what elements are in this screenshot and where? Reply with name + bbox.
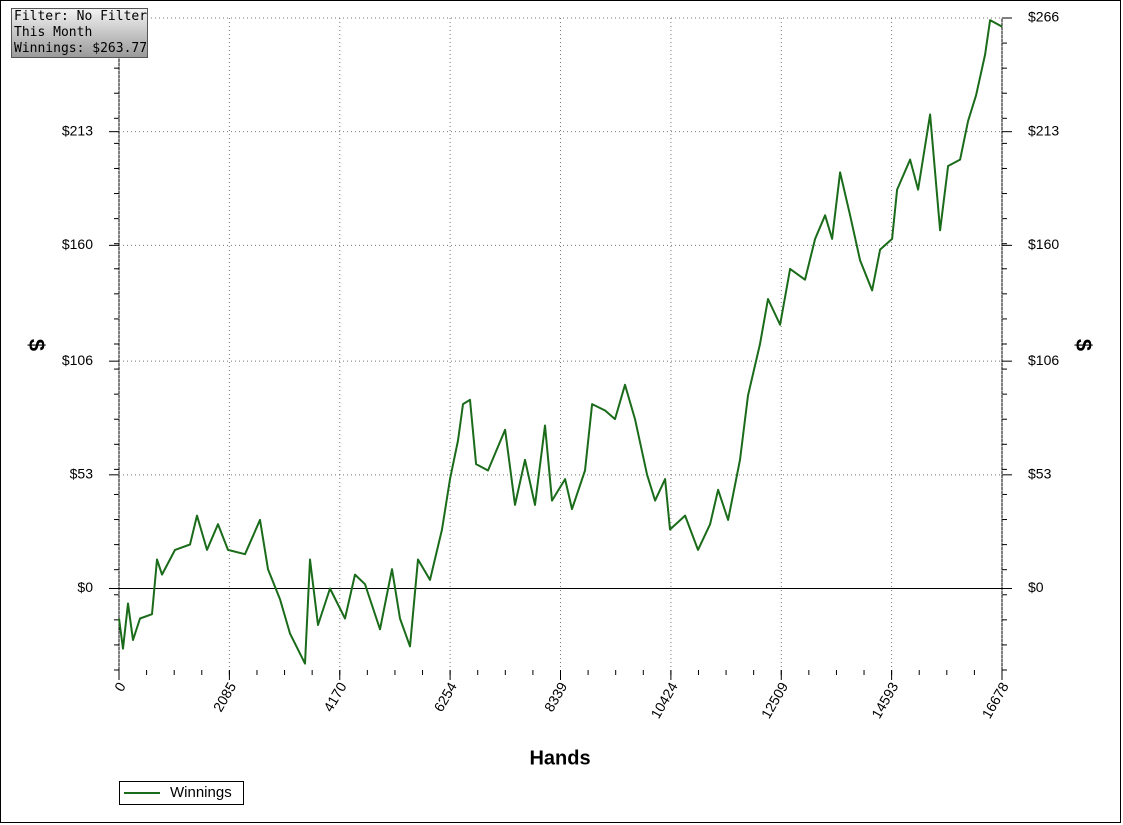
legend bbox=[119, 781, 244, 805]
info-line: This Month bbox=[14, 25, 93, 40]
legend-label: Winnings bbox=[170, 784, 232, 801]
y-tick-label: $213 bbox=[62, 122, 93, 138]
line-series bbox=[118, 19, 1003, 665]
x-axis-title: Hands bbox=[529, 747, 590, 769]
y-tick-label: $53 bbox=[70, 466, 94, 482]
info-line: Filter: No Filter bbox=[14, 9, 148, 24]
y-axis-title: $ bbox=[24, 339, 49, 351]
y2-tick-label: $213 bbox=[1028, 122, 1059, 138]
info-box: Filter: No Filter This Month Winnings: $… bbox=[11, 8, 148, 58]
info-line: Winnings: $263.77 bbox=[14, 41, 148, 56]
y2-tick-label: $266 bbox=[1028, 9, 1059, 25]
y2-tick-label: $106 bbox=[1028, 352, 1059, 368]
y2-axis-title: $ bbox=[1071, 339, 1096, 351]
y-tick-label: $106 bbox=[62, 352, 93, 368]
y2-tick-label: $0 bbox=[1028, 579, 1044, 595]
y2-tick-label: $53 bbox=[1028, 466, 1052, 482]
y-tick-label: $160 bbox=[62, 236, 93, 252]
y2-tick-label: $160 bbox=[1028, 236, 1059, 252]
y-tick-label: $0 bbox=[77, 579, 93, 595]
